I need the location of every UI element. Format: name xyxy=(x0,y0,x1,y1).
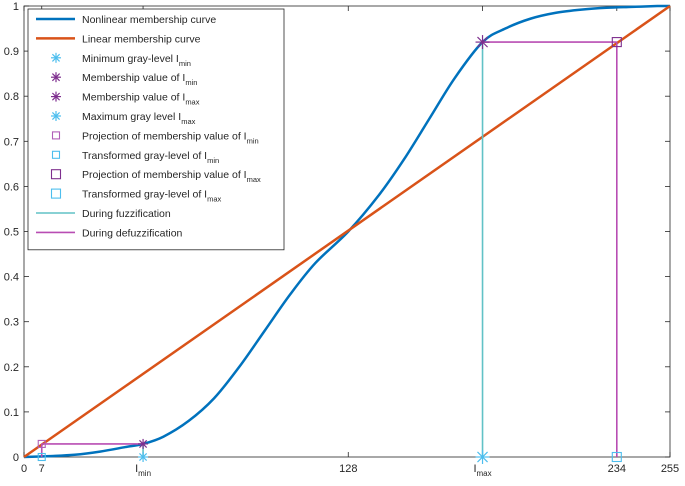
x-tick-label: 255 xyxy=(661,463,679,475)
x-tick-label: 128 xyxy=(339,463,357,475)
legend-entry: Linear membership curve xyxy=(36,33,201,45)
marker-stroke xyxy=(477,451,488,463)
y-tick-label: 0.7 xyxy=(4,136,19,148)
data-point xyxy=(37,439,46,448)
series-line xyxy=(23,4,671,459)
legend-swatch xyxy=(50,188,62,199)
marker-stroke xyxy=(51,92,61,101)
y-tick-label: 0.9 xyxy=(4,46,19,58)
marker-stroke xyxy=(51,111,61,121)
legend-entry: Maximum gray level Imax xyxy=(51,111,196,126)
data-point xyxy=(138,438,149,449)
x-axis-ticks: 0 7 Imin 128 Imax 234 255 xyxy=(21,6,679,478)
legend-entry: Transformed gray-level of Imin xyxy=(51,150,219,165)
legend-label: During fuzzification xyxy=(82,208,171,220)
data-point xyxy=(138,452,149,462)
y-tick-label: 0.4 xyxy=(4,272,19,284)
legend-entry: Membership value of Imax xyxy=(51,91,200,107)
legend-label: Membership value of Imin xyxy=(82,72,197,87)
marker-stroke xyxy=(139,452,148,462)
legend-swatch xyxy=(51,131,61,140)
legend-entry: Nonlinear membership curve xyxy=(36,14,216,26)
legend-entry: Membership value of Imin xyxy=(51,72,197,87)
legend-swatch xyxy=(50,169,62,180)
data-point xyxy=(611,37,622,48)
y-tick-label: 0.8 xyxy=(4,91,19,103)
marker-stroke xyxy=(139,439,148,448)
legend-entry: Transformed gray-level of Imax xyxy=(50,188,221,204)
data-point xyxy=(611,451,622,463)
legend-label: During defuzzification xyxy=(82,227,183,239)
data-point xyxy=(475,35,490,50)
data-point xyxy=(37,452,46,462)
legend-entry: Projection of membership value of Imin xyxy=(51,130,259,145)
legend-entry: Projection of membership value of Imax xyxy=(50,169,261,184)
marker-square xyxy=(37,439,46,448)
legend-label: Transformed gray-level of Imax xyxy=(82,189,221,204)
marker-square xyxy=(37,452,46,462)
marker-square xyxy=(51,150,61,159)
y-tick-label: 0.6 xyxy=(4,181,19,193)
y-tick-label: 0.1 xyxy=(4,407,19,419)
legend-entry: Minimum gray-level Imin xyxy=(51,52,191,68)
marker-square xyxy=(50,188,62,199)
y-tick-label: 0.5 xyxy=(4,227,19,239)
x-tick-label: Imin xyxy=(135,463,151,478)
legend-swatch xyxy=(51,150,61,159)
marker-square xyxy=(611,37,622,48)
x-tick-label: 0 xyxy=(21,463,27,475)
legend-label: Minimum gray-level Imin xyxy=(82,53,191,68)
marker-stroke xyxy=(477,36,488,48)
legend-label: Linear membership curve xyxy=(82,33,201,45)
legend-label: Projection of membership value of Imax xyxy=(82,169,261,184)
legend-label: Projection of membership value of Imin xyxy=(82,130,259,145)
legend-swatch xyxy=(51,52,61,63)
legend-entry: During fuzzification xyxy=(36,208,171,220)
legend-entry: During defuzzification xyxy=(36,227,183,239)
legend-box xyxy=(27,8,285,251)
legend-swatch xyxy=(51,111,61,121)
legend-label: Transformed gray-level of Imin xyxy=(82,150,219,165)
legend-label: Nonlinear membership curve xyxy=(82,14,216,26)
legend-label: Maximum gray level Imax xyxy=(82,111,196,126)
marker-square xyxy=(51,131,61,140)
legend-swatch xyxy=(51,72,61,83)
x-tick-label: Imax xyxy=(473,463,491,478)
marker-square xyxy=(50,169,62,180)
marker-stroke xyxy=(51,73,61,82)
y-tick-label: 0.3 xyxy=(4,317,19,329)
marker-stroke xyxy=(51,53,61,62)
x-tick-label: 234 xyxy=(608,463,626,475)
legend-label: Membership value of Imax xyxy=(82,92,200,107)
data-point xyxy=(475,450,490,464)
y-axis-ticks: 0 0.1 0.2 0.3 0.4 0.5 0.6 0.7 0.8 0.9 1 xyxy=(4,1,670,464)
chart-series xyxy=(23,4,671,464)
y-tick-label: 0 xyxy=(13,452,19,464)
x-tick-label: 7 xyxy=(39,463,45,475)
y-tick-label: 0.2 xyxy=(4,362,19,374)
legend: Nonlinear membership curve Linear members… xyxy=(27,8,285,251)
marker-square xyxy=(611,451,622,463)
legend-swatch xyxy=(51,91,61,102)
y-tick-label: 1 xyxy=(13,1,19,13)
